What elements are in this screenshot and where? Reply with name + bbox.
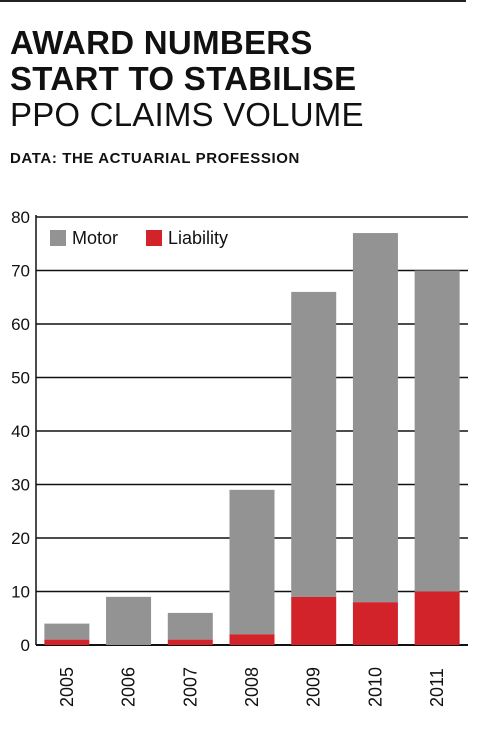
y-tick-label: 50 xyxy=(11,369,30,388)
legend-label-liability: Liability xyxy=(168,228,228,248)
bar-motor-2005 xyxy=(44,623,90,640)
x-tick-label: 2011 xyxy=(427,668,447,707)
y-tick-label: 0 xyxy=(21,636,30,655)
data-source: DATA: THE ACTUARIAL PROFESSION xyxy=(10,150,300,167)
y-tick-label: 20 xyxy=(11,529,30,548)
y-tick-label: 70 xyxy=(11,262,30,281)
legend-label-motor: Motor xyxy=(72,228,118,248)
x-tick-label: 2010 xyxy=(365,667,385,707)
y-tick-label: 30 xyxy=(11,476,30,495)
bar-liability-2010 xyxy=(352,602,398,645)
bar-liability-2007 xyxy=(167,639,213,645)
y-tick-label: 80 xyxy=(11,208,30,227)
bar-motor-2008 xyxy=(229,489,275,635)
bar-motor-2007 xyxy=(167,612,213,640)
bar-liability-2005 xyxy=(44,639,90,645)
bar-motor-2009 xyxy=(291,291,337,597)
y-tick-label: 60 xyxy=(11,315,30,334)
x-tick-label: 2009 xyxy=(304,667,324,707)
title-line-2: START TO STABILISE xyxy=(10,60,357,97)
y-tick-label: 40 xyxy=(11,422,30,441)
x-tick-label: 2006 xyxy=(119,667,139,707)
bar-motor-2006 xyxy=(106,596,152,645)
top-rule xyxy=(0,0,466,2)
legend-swatch-liability xyxy=(146,230,162,246)
bar-liability-2008 xyxy=(229,634,275,645)
x-tick-label: 2008 xyxy=(242,667,262,707)
x-tick-label: 2005 xyxy=(57,667,77,707)
bar-liability-2011 xyxy=(414,591,460,645)
title-line-1: AWARD NUMBERS xyxy=(10,24,313,61)
chart-title: AWARD NUMBERS START TO STABILISE xyxy=(10,25,356,97)
x-tick-label: 2007 xyxy=(180,667,200,707)
chart-subtitle: PPO CLAIMS VOLUME xyxy=(10,96,364,133)
y-tick-label: 10 xyxy=(11,583,30,602)
bar-motor-2011 xyxy=(414,270,460,592)
legend-swatch-motor xyxy=(50,230,66,246)
stacked-bar-chart: 0 10 20 30 40 50 60 70 80 2005 2006 2007 2008 2009 201… xyxy=(11,208,468,707)
bar-liability-2009 xyxy=(291,596,337,645)
bar-motor-2010 xyxy=(352,233,398,603)
